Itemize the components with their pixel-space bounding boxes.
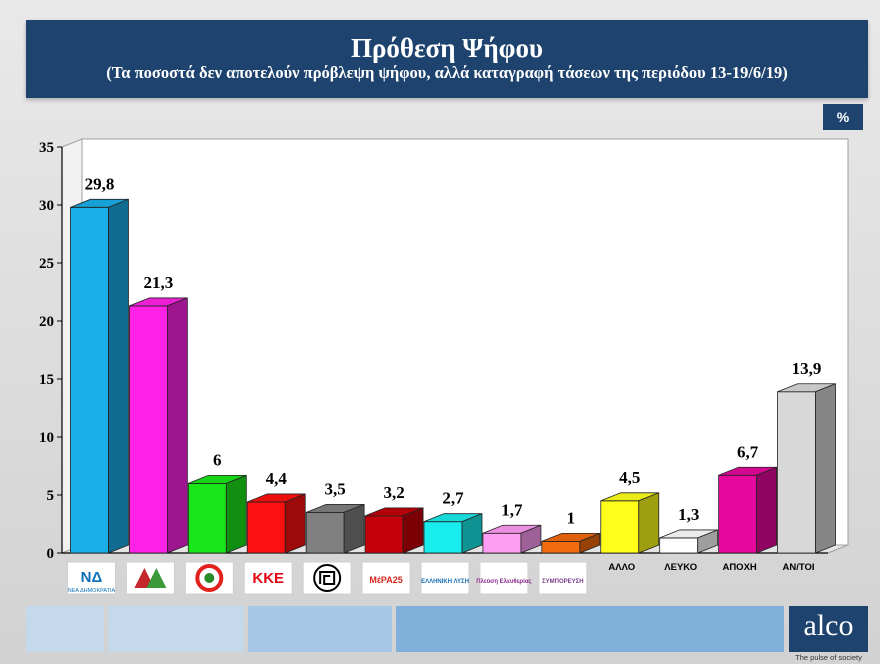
bar-chart: 0 5 10 15 20 25 30 35 29,8 21,3 6 4,4 3,5 3,2 2,7 1,7 1 4… [39,138,849,595]
bar-side-face [638,492,660,554]
bar-side-face [461,513,483,554]
data-label: 1,7 [501,500,523,519]
bar-side-face [108,198,129,554]
party-logo: ΣΥΜΠΟΡΕΥΣΗ [538,561,588,595]
data-label: 29,8 [85,174,115,193]
bar [482,532,522,554]
bar [600,500,640,554]
chart-header: Πρόθεση Ψήφου (Τα ποσοστά δεν αποτελούν … [26,20,868,98]
party-logo [184,561,234,595]
data-label: 4,5 [619,468,640,487]
y-tick-label: 5 [47,488,55,504]
unit-badge: % [823,104,863,130]
bar-side-face [166,297,188,554]
data-label: 1,3 [678,505,699,524]
svg-text:ΕΛΛΗΝΙΚΗ ΛΥΣΗ: ΕΛΛΗΝΙΚΗ ΛΥΣΗ [421,579,469,585]
y-tick-label: 30 [39,198,54,214]
footer-band-4 [396,606,784,652]
party-logo: Πλεύση Ελευθερίας [476,561,532,595]
x-tick-label: ΑΠΟΧΗ [722,562,756,573]
data-label: 2,7 [442,489,464,508]
svg-text:ΜέΡΑ25: ΜέΡΑ25 [369,575,402,585]
chart-title: Πρόθεση Ψήφου [350,33,544,63]
svg-text:ΚΚΕ: ΚΚΕ [252,570,284,587]
x-tick-label: ΛΕΥΚΟ [664,562,697,573]
data-label: 4,4 [266,469,288,488]
data-label: 6 [213,450,222,469]
bar-side-face [343,503,365,554]
bar [187,482,227,554]
y-tick-label: 10 [39,430,54,446]
party-logo: ΝΔ ΝΕΑ ΔΗΜΟΚΡΑΤΙΑ [66,561,116,595]
data-label: 6,7 [737,442,759,461]
chart-subtitle: (Τα ποσοστά δεν αποτελούν πρόβλεψη ψήφου… [106,63,788,82]
svg-text:Πλεύση Ελευθερίας: Πλεύση Ελευθερίας [476,579,531,585]
data-label: 1 [567,508,576,527]
bar [305,512,345,554]
brand-name: alco [803,609,854,642]
bar [70,206,109,554]
svg-text:ΣΥΜΠΟΡΕΥΣΗ: ΣΥΜΠΟΡΕΥΣΗ [542,579,584,585]
bar-side-face [402,507,424,554]
bar-side-face [579,532,601,554]
bar [364,515,404,554]
bar-side-face [815,383,836,554]
bar [246,501,286,554]
footer-band-2 [108,606,244,652]
bar [128,305,168,554]
bar-side-face [697,529,719,554]
bar-side-face [284,493,306,554]
brand-logo: alco [789,606,868,652]
y-tick-label: 0 [47,546,55,562]
bar [423,521,463,554]
bar [541,541,581,554]
bar [777,391,816,554]
data-label: 13,9 [792,359,822,378]
y-tick-label: 35 [39,140,54,156]
data-label: 21,3 [144,273,174,292]
y-tick-label: 20 [39,314,54,330]
bar-side-face [756,466,778,554]
party-logo: ΜέΡΑ25 [361,561,411,595]
party-logo: ΚΚΕ [243,561,293,595]
party-logo [125,561,175,595]
svg-text:ΝΔ: ΝΔ [81,569,103,586]
x-tick-label: ΑΝ/ΤΟΙ [783,562,815,573]
data-label: 3,5 [325,479,346,498]
x-tick-label: ΑΛΛΟ [608,562,635,573]
brand-tagline: The pulse of society [795,653,862,662]
bar [718,474,758,554]
footer-band-1 [26,606,104,652]
bar-side-face [520,524,542,554]
party-logo: ΕΛΛΗΝΙΚΗ ΛΥΣΗ [420,561,470,595]
party-logo [302,561,352,595]
bar [659,537,699,554]
bar-side-face [225,474,247,554]
svg-text:ΝΕΑ ΔΗΜΟΚΡΑΤΙΑ: ΝΕΑ ΔΗΜΟΚΡΑΤΙΑ [68,588,116,594]
y-tick-label: 25 [39,256,54,272]
y-tick-label: 15 [39,372,54,388]
footer-band-3 [248,606,392,652]
data-label: 3,2 [383,483,404,502]
